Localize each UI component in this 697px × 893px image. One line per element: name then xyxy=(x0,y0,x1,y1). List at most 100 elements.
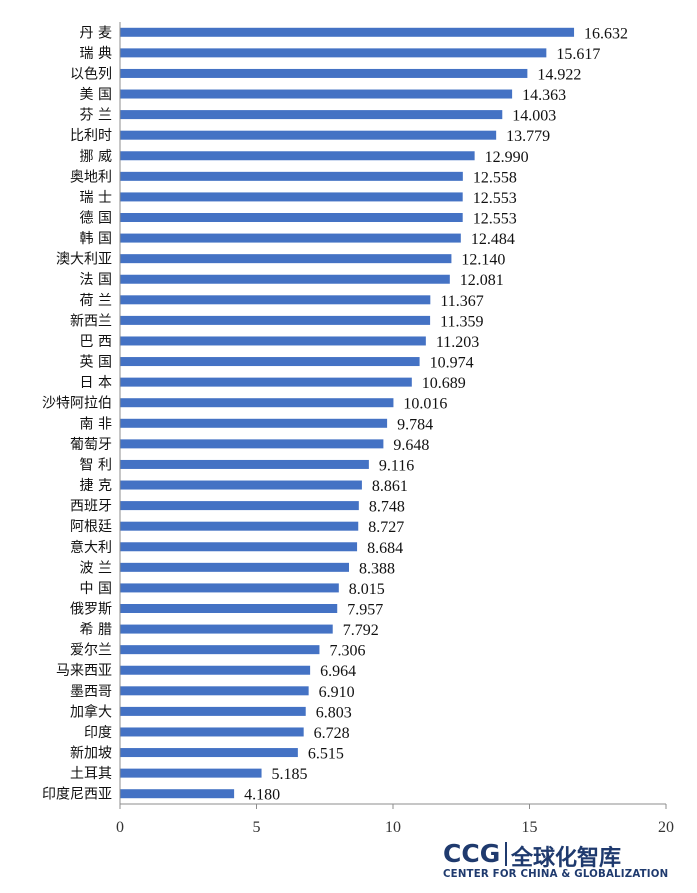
category-label: 印度 xyxy=(84,725,112,741)
data-label: 14.363 xyxy=(522,87,566,104)
data-label: 12.553 xyxy=(473,211,517,228)
bar xyxy=(120,254,452,264)
bar xyxy=(120,501,359,511)
data-label: 9.116 xyxy=(379,457,414,474)
category-label: 西班牙 xyxy=(70,499,112,515)
data-label: 8.388 xyxy=(359,560,395,577)
bar xyxy=(120,748,298,758)
category-label: 芬 兰 xyxy=(80,108,112,124)
x-tick-label: 5 xyxy=(253,819,261,836)
data-label: 7.957 xyxy=(347,602,383,619)
category-label: 印度尼西亚 xyxy=(42,787,112,803)
bar xyxy=(120,562,349,572)
data-label: 11.203 xyxy=(436,334,479,351)
category-label: 瑞 典 xyxy=(80,46,112,62)
bar xyxy=(120,789,235,799)
data-label: 10.974 xyxy=(430,355,474,372)
category-label: 捷 克 xyxy=(80,478,112,494)
category-label: 巴 西 xyxy=(80,334,112,350)
bar xyxy=(120,583,339,593)
x-tick-label: 0 xyxy=(116,819,124,836)
data-label: 6.964 xyxy=(320,663,356,680)
category-label: 丹 麦 xyxy=(80,25,112,41)
ccg-logo: CCG 全球化智库 CENTER FOR CHINA & GLOBALIZATI… xyxy=(443,839,683,885)
category-label: 俄罗斯 xyxy=(70,602,112,618)
category-label: 新加坡 xyxy=(70,746,112,762)
data-label: 6.910 xyxy=(319,684,355,701)
data-label: 13.779 xyxy=(506,128,550,145)
category-label: 挪 威 xyxy=(80,149,112,165)
bar xyxy=(120,192,463,202)
bar xyxy=(120,68,528,78)
bar xyxy=(120,357,420,367)
category-label: 日 本 xyxy=(80,375,112,391)
data-label: 10.689 xyxy=(422,375,466,392)
category-label: 墨西哥 xyxy=(70,684,112,700)
data-label: 12.140 xyxy=(461,252,505,269)
bar xyxy=(120,130,497,140)
bar xyxy=(120,645,320,655)
category-label: 爱尔兰 xyxy=(70,643,112,659)
data-label: 14.003 xyxy=(512,108,556,125)
category-label: 土耳其 xyxy=(70,766,112,782)
category-label: 澳大利亚 xyxy=(56,252,112,268)
bar xyxy=(120,439,384,449)
logo-ccg-text: CCG xyxy=(443,839,501,868)
category-label: 英 国 xyxy=(80,354,112,371)
data-label: 4.180 xyxy=(244,787,280,804)
category-label: 阿根廷 xyxy=(70,519,112,535)
bar xyxy=(120,480,362,490)
category-label: 意大利 xyxy=(70,539,112,556)
bar xyxy=(120,48,547,58)
data-label: 12.553 xyxy=(473,190,517,207)
bar xyxy=(120,459,369,469)
bar xyxy=(120,171,463,181)
category-label: 比利时 xyxy=(70,128,112,144)
bar xyxy=(120,418,388,428)
data-label: 9.784 xyxy=(397,416,433,433)
bar xyxy=(120,624,333,634)
data-label: 12.990 xyxy=(485,149,529,166)
x-axis-ticks: 0 5 10 15 20 xyxy=(116,804,674,836)
data-label: 10.016 xyxy=(403,396,447,413)
data-label: 12.081 xyxy=(460,272,504,289)
bar xyxy=(120,604,338,613)
bar xyxy=(120,521,359,531)
category-label: 荷 兰 xyxy=(80,293,112,309)
bar xyxy=(120,768,262,778)
data-label: 5.185 xyxy=(272,766,308,783)
bar xyxy=(120,727,304,737)
x-tick-label: 10 xyxy=(385,819,401,836)
bar xyxy=(120,336,426,346)
bar xyxy=(120,665,311,675)
bar xyxy=(120,89,513,99)
category-label: 以色列 xyxy=(70,65,112,82)
data-label: 7.792 xyxy=(343,622,379,639)
bar xyxy=(120,686,309,696)
bar xyxy=(120,377,412,387)
data-label: 8.684 xyxy=(367,540,403,557)
data-label: 8.748 xyxy=(369,499,405,516)
bars-group xyxy=(120,27,575,799)
category-label: 美 国 xyxy=(80,87,112,103)
category-label: 沙特阿拉伯 xyxy=(42,396,112,412)
category-label: 葡萄牙 xyxy=(70,437,112,453)
x-tick-label: 20 xyxy=(658,819,674,836)
data-label: 16.632 xyxy=(584,25,628,42)
bar xyxy=(120,295,431,305)
bar xyxy=(120,274,450,284)
x-tick-label: 15 xyxy=(522,819,538,836)
logo-chinese-name: 全球化智库 xyxy=(511,846,622,871)
data-label: 6.515 xyxy=(308,746,344,763)
logo-english-name: CENTER FOR CHINA & GLOBALIZATION xyxy=(443,869,669,880)
data-label: 8.861 xyxy=(372,478,408,495)
data-label: 12.558 xyxy=(473,169,517,186)
data-label: 8.727 xyxy=(368,519,404,536)
category-label: 马来西亚 xyxy=(56,663,112,679)
logo-divider xyxy=(505,842,507,866)
category-label: 智 利 xyxy=(80,457,112,473)
category-label: 法 国 xyxy=(80,272,112,288)
data-label: 6.728 xyxy=(314,725,350,742)
data-label: 14.922 xyxy=(537,66,581,83)
